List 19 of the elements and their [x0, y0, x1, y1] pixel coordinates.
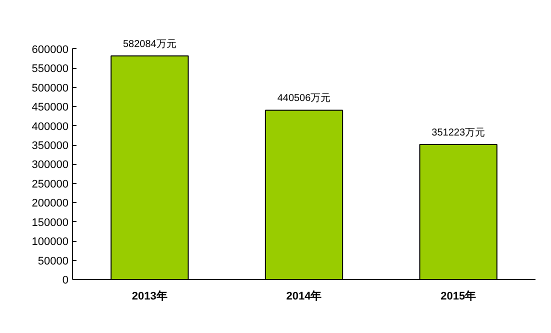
x-tick-label: 2014年 — [286, 290, 322, 302]
x-tick-label: 2013年 — [132, 290, 168, 302]
data-label: 351223万元 — [432, 128, 486, 139]
y-tick-label: 200000 — [32, 198, 69, 210]
y-tick-label: 450000 — [32, 102, 69, 114]
data-label: 582084万元 — [122, 38, 176, 50]
y-tick-label: 500000 — [32, 82, 69, 94]
y-tick-label: 250000 — [32, 178, 69, 190]
y-tick-label: 600000 — [32, 44, 69, 56]
data-label: 440506万元 — [277, 93, 331, 104]
x-tick-label: 2015年 — [440, 290, 476, 302]
y-tick-label: 350000 — [32, 140, 69, 152]
y-tick-label: 0 — [62, 274, 69, 286]
y-tick-label: 400000 — [32, 120, 69, 133]
y-tick-label: 150000 — [32, 216, 69, 229]
y-tick-label: 50000 — [38, 255, 69, 268]
y-tick-label: 300000 — [32, 159, 69, 172]
y-tick-label: 100000 — [32, 236, 69, 248]
y-tick-label: 550000 — [32, 63, 69, 76]
